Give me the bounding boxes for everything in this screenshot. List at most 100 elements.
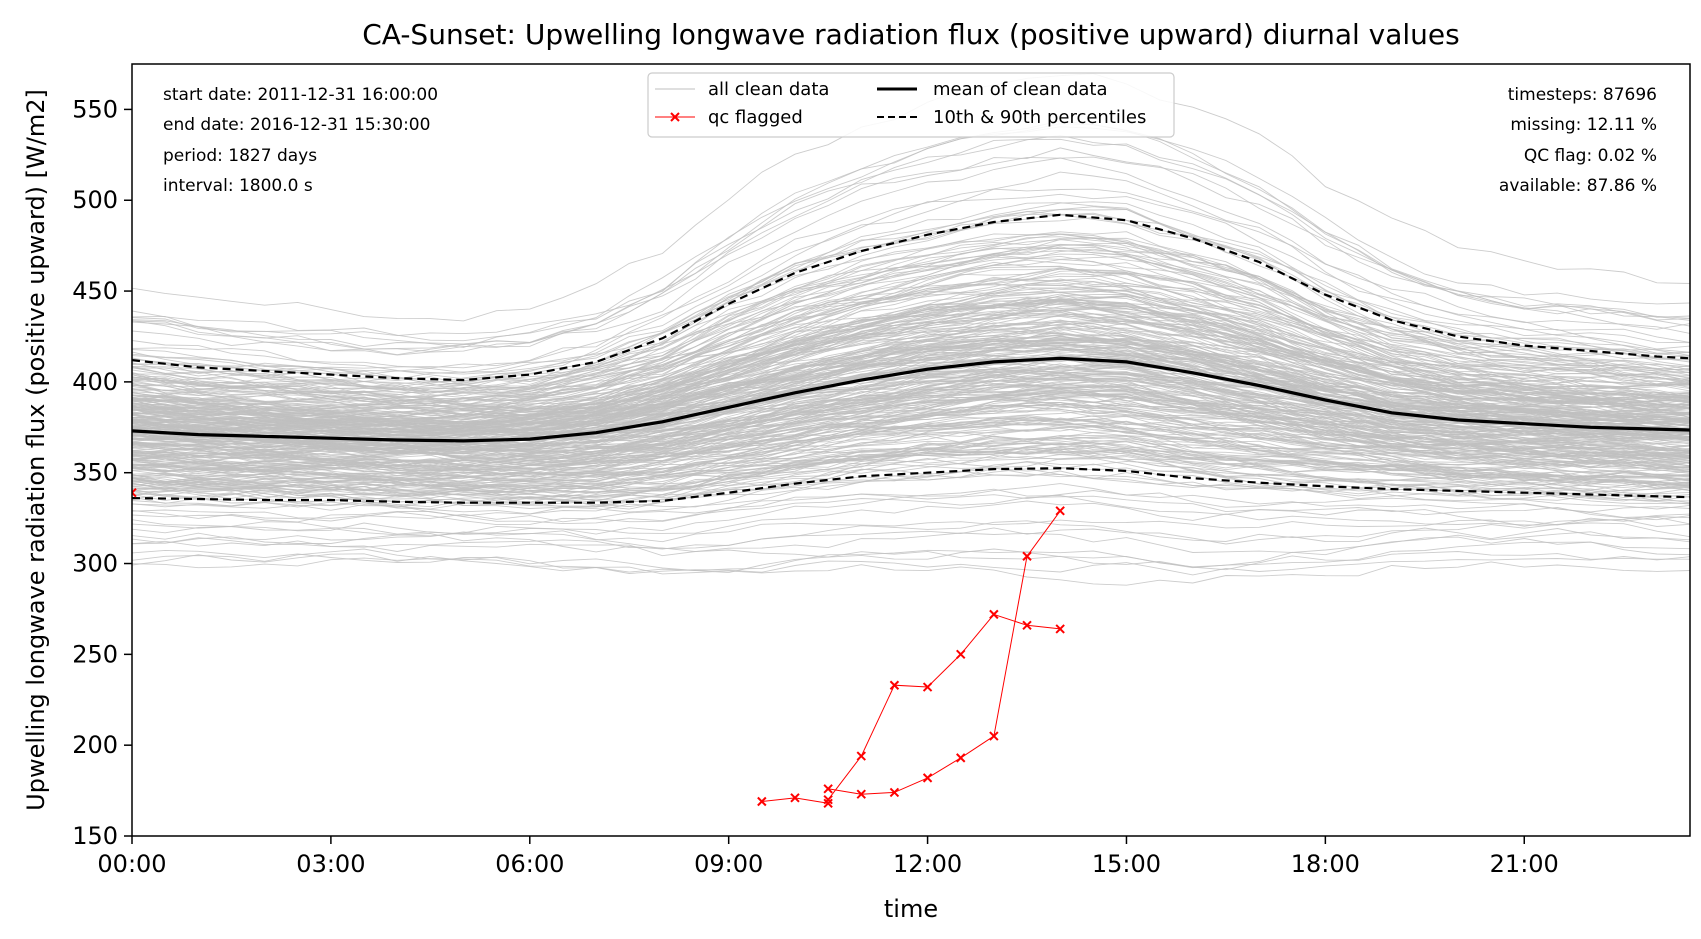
clean-data-trace (132, 401, 1690, 469)
clean-data-trace (132, 288, 1690, 418)
x-axis-label: time (884, 895, 938, 923)
clean-data-trace (132, 171, 1690, 380)
clean-data-trace (132, 467, 1690, 517)
clean-data-trace (132, 248, 1690, 397)
x-tick-label: 09:00 (694, 850, 763, 878)
clean-data-trace (132, 302, 1690, 426)
clean-data-trace (132, 435, 1690, 492)
info-available: available: 87.86 % (1499, 176, 1657, 196)
legend-marker-qc-flagged (670, 112, 680, 122)
y-tick-label: 150 (72, 822, 118, 850)
x-tick-label: 18:00 (1291, 850, 1360, 878)
clean-data-trace (132, 454, 1690, 507)
qc-flagged-point (922, 682, 933, 692)
clean-data-trace (132, 246, 1690, 388)
clean-data-trace (132, 278, 1690, 401)
clean-data-trace (132, 520, 1690, 550)
clean-data-trace (132, 519, 1690, 543)
info-start-date: start date: 2011-12-31 16:00:00 (163, 85, 438, 105)
mean-line (132, 356, 1690, 443)
clean-data-trace (132, 376, 1690, 453)
legend-label-mean: mean of clean data (933, 79, 1108, 100)
plot-area (132, 73, 1690, 809)
y-axis-label: Upwelling longwave radiation flux (posit… (22, 89, 50, 811)
qc-flagged-point (989, 609, 999, 620)
clean-data-trace (132, 470, 1690, 508)
clean-data-trace (132, 419, 1690, 478)
clean-data-trace (132, 488, 1690, 535)
y-tick-label: 250 (72, 640, 118, 668)
clean-data-trace (132, 273, 1690, 415)
qc-flagged-point (989, 731, 999, 741)
clean-data-trace (132, 541, 1690, 572)
qc-flagged-point (1055, 506, 1065, 516)
clean-data-trace (132, 147, 1690, 348)
clean-data-trace (132, 237, 1690, 397)
clean-data-trace (132, 363, 1690, 441)
info-end-date: end date: 2016-12-31 15:30:00 (163, 115, 430, 135)
qc-flagged-point (1022, 551, 1032, 561)
clean-data-trace (132, 338, 1690, 431)
x-tick-label: 21:00 (1490, 850, 1559, 878)
clean-data-trace (132, 338, 1690, 440)
clean-data-trace (132, 390, 1690, 466)
y-tick-label: 350 (72, 459, 118, 487)
y-tick-label: 200 (72, 731, 118, 759)
x-axis: 00:00 03:00 06:00 09:00 12:00 15:00 18:00 21:00 (97, 836, 1559, 878)
clean-data-trace (132, 233, 1690, 396)
clean-data-trace (132, 553, 1690, 576)
y-tick-label: 450 (72, 277, 118, 305)
clean-data-trace (132, 313, 1690, 416)
info-qc-flag: QC flag: 0.02 % (1524, 146, 1657, 166)
clean-data-trace (132, 531, 1690, 568)
legend-label-all-clean: all clean data (708, 79, 829, 100)
clean-data-trace (132, 424, 1690, 486)
y-tick-label: 400 (72, 368, 118, 396)
clean-data-trace (132, 206, 1690, 386)
y-tick-label: 500 (72, 186, 118, 214)
info-period: period: 1827 days (163, 146, 317, 166)
clean-data-trace (132, 490, 1690, 526)
clean-data-trace (132, 377, 1690, 458)
all-clean-data-band (132, 73, 1690, 586)
clean-data-trace (132, 456, 1690, 508)
clean-data-trace (132, 246, 1690, 391)
clean-data-trace (132, 297, 1690, 416)
qc-flagged-point (757, 796, 767, 807)
clean-data-trace (132, 450, 1690, 499)
clean-data-trace (132, 250, 1690, 407)
clean-data-trace (132, 344, 1690, 446)
qc-flagged-point (823, 784, 833, 794)
qc-flagged-point (132, 487, 137, 498)
clean-data-trace (132, 300, 1690, 420)
y-axis: 150 200 250 300 350 400 450 500 550 (72, 95, 132, 850)
clean-data-trace (132, 134, 1690, 350)
clean-data-trace (132, 382, 1690, 459)
clean-data-trace (132, 261, 1690, 410)
qc-flagged-point (1055, 624, 1065, 634)
clean-data-trace (132, 437, 1690, 488)
legend-box (647, 72, 1175, 138)
clean-data-trace (132, 123, 1690, 356)
qc-flagged-point (922, 773, 933, 783)
qc-flagged-line (828, 510, 1061, 795)
x-tick-label: 00:00 (97, 850, 166, 878)
percentile-90-line (132, 213, 1690, 382)
clean-data-trace (132, 212, 1690, 372)
x-tick-label: 12:00 (893, 850, 962, 878)
clean-data-trace (132, 446, 1690, 498)
y-tick-label: 550 (72, 95, 118, 123)
qc-flagged-point (889, 680, 900, 690)
clean-data-trace (132, 432, 1690, 480)
x-tick-label: 03:00 (296, 850, 365, 878)
clean-data-trace (132, 404, 1690, 479)
clean-data-trace (132, 532, 1690, 553)
legend: all clean data qc flagged mean of clean … (647, 72, 1175, 138)
qc-flagged-point (889, 787, 900, 798)
qc-flagged-series (132, 487, 1065, 809)
info-missing: missing: 12.11 % (1510, 115, 1657, 135)
qc-flagged-point (856, 751, 866, 761)
clean-data-trace (132, 370, 1690, 455)
clean-data-trace (132, 216, 1690, 390)
clean-data-trace (132, 193, 1690, 374)
